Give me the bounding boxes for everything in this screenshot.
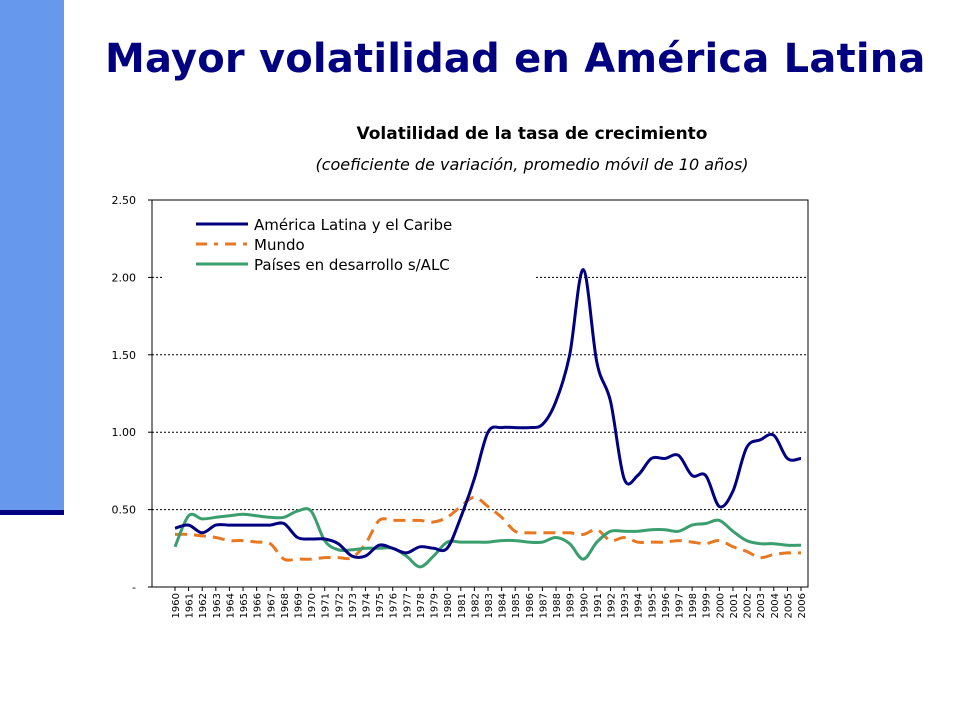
x-tick-label: 1994 <box>634 593 645 618</box>
x-tick-label: 1983 <box>484 593 495 618</box>
x-tick-label: 1991 <box>593 593 604 618</box>
x-tick-label: 1965 <box>239 593 250 618</box>
x-tick-label: 1967 <box>266 593 277 618</box>
y-tick-label: 0.50 <box>112 504 137 517</box>
x-tick-label: 1969 <box>293 593 304 618</box>
x-tick-label: 1979 <box>430 593 441 618</box>
x-tick-label: 1966 <box>253 593 264 618</box>
x-tick-label: 2003 <box>756 593 767 618</box>
x-tick-label: 1993 <box>620 593 631 618</box>
x-tick-label: 2004 <box>770 593 781 618</box>
x-tick-label: 2000 <box>715 593 726 618</box>
x-tick-label: 1981 <box>457 593 468 618</box>
chart-subtitle: (coeficiente de variación, promedio móvi… <box>315 155 749 174</box>
x-tick-label: 1972 <box>334 593 345 618</box>
x-tick-label: 1968 <box>280 593 291 618</box>
x-tick-label: 1988 <box>552 593 563 618</box>
x-tick-label: 2001 <box>729 593 740 618</box>
legend-label-2: Países en desarrollo s/ALC <box>254 256 450 274</box>
x-tick-label: 1960 <box>171 593 182 618</box>
x-tick-label: 1973 <box>348 593 359 618</box>
x-tick-label: 1976 <box>389 593 400 618</box>
x-tick-label: 1975 <box>375 593 386 618</box>
legend-label-0: América Latina y el Caribe <box>254 216 452 234</box>
x-tick-label: 1963 <box>212 593 223 618</box>
x-tick-label: 2006 <box>797 593 808 618</box>
x-tick-label: 1982 <box>470 593 481 618</box>
x-tick-label: 1971 <box>321 593 332 618</box>
x-tick-label: 1995 <box>647 593 658 618</box>
x-tick-label: 1974 <box>362 593 373 618</box>
slide-title: Mayor volatilidad en América Latina <box>105 36 926 82</box>
x-tick-label: 1984 <box>498 593 509 618</box>
x-tick-label: 2005 <box>783 593 794 618</box>
x-tick-label: 1996 <box>661 593 672 618</box>
chart-title: Volatilidad de la tasa de crecimiento <box>356 124 708 144</box>
x-tick-label: 1961 <box>185 593 196 618</box>
x-tick-label: 1977 <box>402 593 413 618</box>
y-tick-label: 1.00 <box>112 426 137 439</box>
x-tick-label: 1987 <box>538 593 549 618</box>
x-tick-label: 1985 <box>511 593 522 618</box>
x-tick-label: 1997 <box>675 593 686 618</box>
series-line-1 <box>174 495 802 562</box>
y-tick-label: 2.00 <box>112 271 137 284</box>
x-tick-label: 1986 <box>525 593 536 618</box>
series-line-2 <box>173 507 802 569</box>
x-tick-label: 1978 <box>416 593 427 618</box>
y-tick-label: - <box>132 581 136 594</box>
x-tick-label: 1962 <box>198 593 209 618</box>
x-tick-label: 2002 <box>743 593 754 618</box>
y-tick-label: 1.50 <box>112 349 137 362</box>
legend-label-1: Mundo <box>254 236 305 254</box>
x-tick-label: 1989 <box>566 593 577 618</box>
x-tick-label: 1992 <box>606 593 617 618</box>
x-tick-label: 1999 <box>702 593 713 618</box>
series-line-0 <box>174 268 802 559</box>
x-tick-label: 1990 <box>579 593 590 618</box>
plot-area <box>151 199 809 588</box>
side-accent-line <box>0 510 64 515</box>
x-tick-label: 1964 <box>225 593 236 618</box>
x-tick-label: 1970 <box>307 593 318 618</box>
y-tick-label: 2.50 <box>112 194 137 207</box>
x-tick-label: 1998 <box>688 593 699 618</box>
side-accent-bar <box>0 0 64 510</box>
x-tick-label: 1980 <box>443 593 454 618</box>
